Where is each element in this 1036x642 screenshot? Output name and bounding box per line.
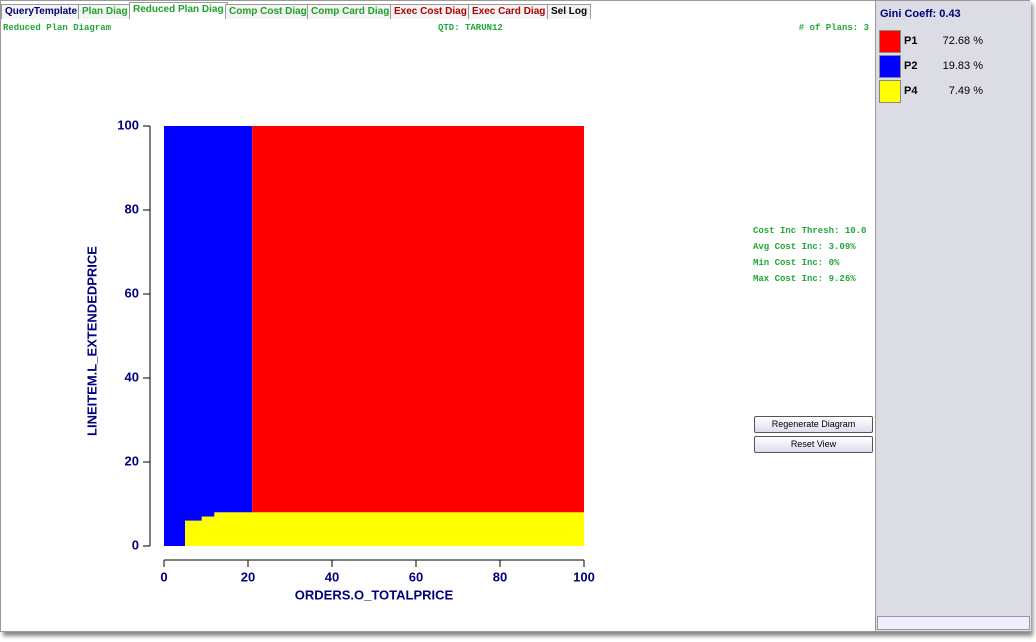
- legend-swatch: [879, 30, 901, 53]
- window: QueryTemplate Plan Diag Reduced Plan Dia…: [0, 0, 1031, 632]
- stat: Avg Cost Inc: 3.09%: [753, 242, 856, 252]
- header-left: Reduced Plan Diagram: [3, 23, 112, 33]
- legend-value: 72.68 %: [942, 35, 983, 47]
- x-axis-label: ORDERS.O_TOTALPRICE: [295, 587, 454, 602]
- tab[interactable]: Sel Log: [547, 4, 592, 19]
- plan-region: [164, 126, 253, 546]
- button[interactable]: Regenerate Diagram: [754, 416, 873, 433]
- legend-title: Gini Coeff: 0.43: [880, 8, 961, 20]
- x-tick-label: 100: [573, 569, 595, 584]
- y-tick-label: 0: [132, 537, 139, 552]
- stat: Cost Inc Thresh: 10.0: [753, 226, 867, 236]
- plan-region: [185, 512, 584, 546]
- scrollbar[interactable]: [877, 616, 1030, 630]
- legend-value: 7.49 %: [948, 85, 983, 97]
- y-axis-label: LINEITEM.L_EXTENDEDPRICE: [84, 246, 99, 436]
- x-tick-label: 20: [241, 569, 255, 584]
- x-tick-label: 80: [493, 569, 507, 584]
- y-tick-label: 40: [125, 369, 139, 384]
- stat: Max Cost Inc: 9.26%: [753, 274, 856, 284]
- y-tick-label: 80: [125, 201, 139, 216]
- x-tick-label: 0: [160, 569, 167, 584]
- plan-diagram: 0 20 40 60 80 100 0 20 40 60 80 100 ORDERS.O_TOTALPR…: [84, 117, 595, 602]
- y-tick-label: 20: [125, 453, 139, 468]
- x-tick-label: 60: [409, 569, 423, 584]
- stat: Min Cost Inc: 0%: [753, 258, 840, 268]
- header-right: # of Plans: 3: [798, 23, 869, 33]
- legend-value: 19.83 %: [942, 60, 983, 72]
- legend-swatch: [879, 80, 901, 103]
- legend-swatch: [879, 55, 901, 78]
- legend-name: P1: [904, 35, 918, 47]
- y-tick-label: 100: [117, 117, 139, 132]
- legend-panel: Gini Coeff: 0.43 P1 72.68 % P2 19.83 % P4 7.4…: [875, 1, 1031, 631]
- header-center: QTD: TARUN12: [438, 23, 503, 33]
- plan-region: [252, 126, 584, 513]
- y-tick-label: 60: [125, 285, 139, 300]
- legend-name: P2: [904, 60, 918, 72]
- legend-name: P4: [904, 85, 918, 97]
- x-tick-label: 40: [325, 569, 339, 584]
- button[interactable]: Reset View: [754, 436, 873, 453]
